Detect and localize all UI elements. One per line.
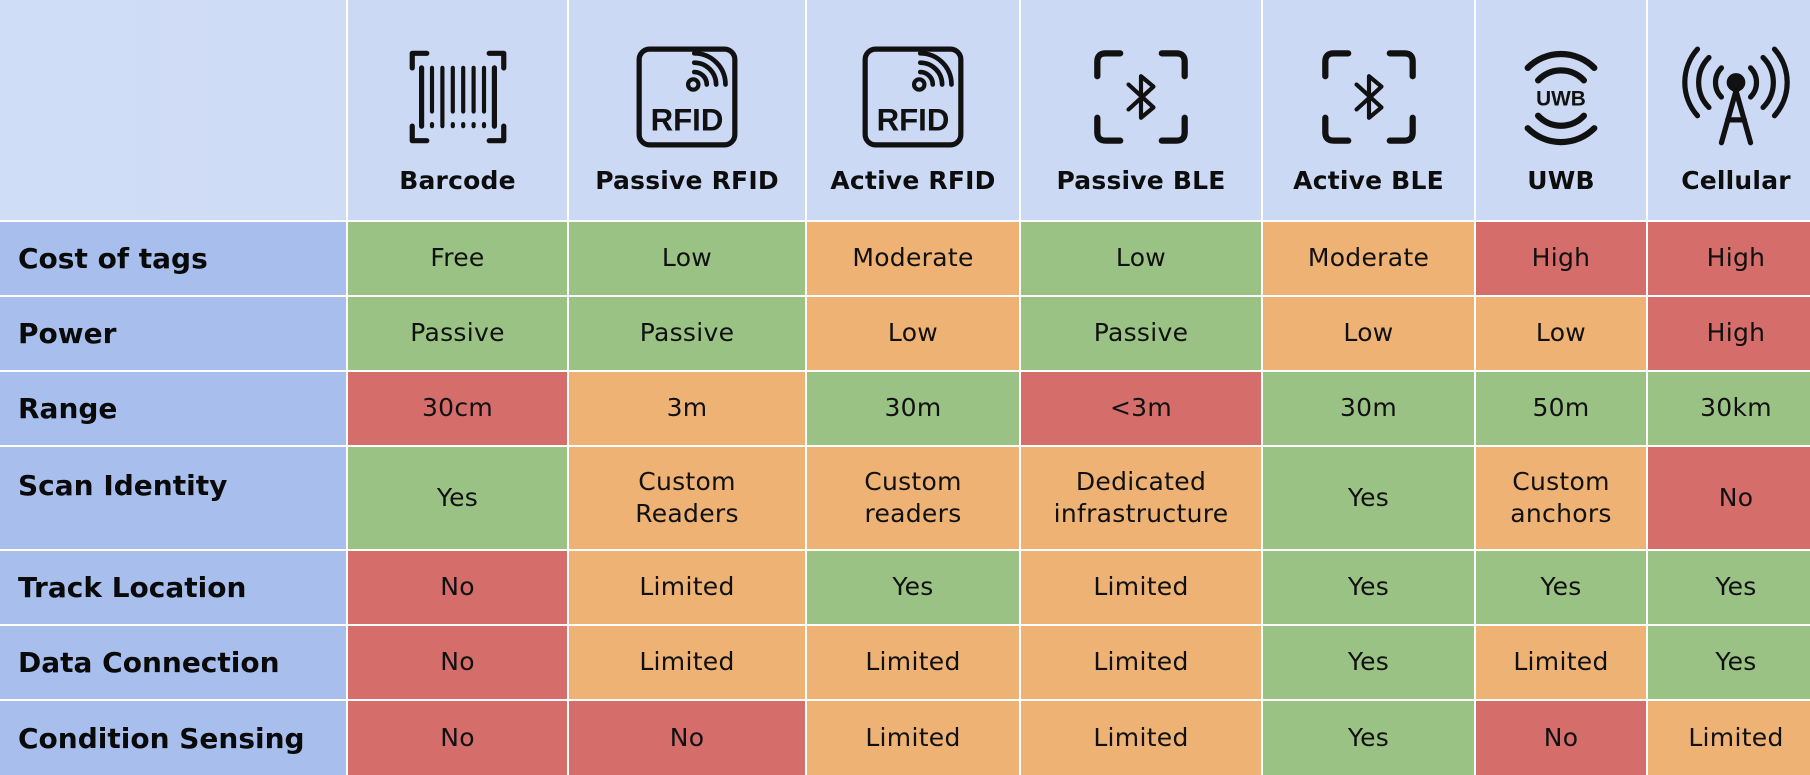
table-cell: Limited xyxy=(569,626,805,699)
table-cell: Limited xyxy=(1021,626,1261,699)
row-label: Scan Identity xyxy=(0,447,346,549)
table-cell: Yes xyxy=(807,551,1019,624)
uwb-icon: UWB xyxy=(1509,42,1613,152)
column-header-barcode: Barcode xyxy=(348,0,567,220)
table-cell: Limited xyxy=(1021,551,1261,624)
svg-text:UWB: UWB xyxy=(1536,87,1586,110)
table-cell: Low xyxy=(569,222,805,295)
column-label: Cellular xyxy=(1681,166,1791,195)
table-cell: No xyxy=(348,701,567,775)
table-cell: <3m xyxy=(1021,372,1261,445)
table-corner xyxy=(0,0,346,220)
column-header-uwb: UWB UWB xyxy=(1476,0,1646,220)
column-label: Active RFID xyxy=(830,166,996,195)
table-cell: Low xyxy=(1263,297,1474,370)
column-header-active-ble: Active BLE xyxy=(1263,0,1474,220)
table-cell: Limited xyxy=(1648,701,1810,775)
row-label: Range xyxy=(0,372,346,445)
table-cell: High xyxy=(1648,222,1810,295)
column-label: Active BLE xyxy=(1293,166,1444,195)
table-cell: Limited xyxy=(807,701,1019,775)
column-header-passive-rfid: RFID Passive RFID xyxy=(569,0,805,220)
column-label: Passive BLE xyxy=(1056,166,1226,195)
column-header-passive-ble: Passive BLE xyxy=(1021,0,1261,220)
table-cell: Yes xyxy=(1648,626,1810,699)
row-label: Power xyxy=(0,297,346,370)
table-cell: Passive xyxy=(569,297,805,370)
svg-text:RFID: RFID xyxy=(877,102,950,137)
table-cell: Moderate xyxy=(1263,222,1474,295)
column-label: UWB xyxy=(1527,166,1595,195)
table-cell: Low xyxy=(1476,297,1646,370)
table-cell: Custom Readers xyxy=(569,447,805,549)
table-cell: 3m xyxy=(569,372,805,445)
rfid-icon: RFID xyxy=(861,42,965,152)
table-cell: Low xyxy=(807,297,1019,370)
table-cell: Dedicated infrastructure xyxy=(1021,447,1261,549)
column-label: Barcode xyxy=(399,166,516,195)
table-cell: Free xyxy=(348,222,567,295)
bluetooth-icon xyxy=(1317,42,1421,152)
table-cell: High xyxy=(1476,222,1646,295)
column-header-active-rfid: RFID Active RFID xyxy=(807,0,1019,220)
table-cell: Passive xyxy=(1021,297,1261,370)
table-cell: 30m xyxy=(807,372,1019,445)
table-cell: Low xyxy=(1021,222,1261,295)
table-cell: Limited xyxy=(1476,626,1646,699)
table-cell: No xyxy=(569,701,805,775)
table-cell: 30cm xyxy=(348,372,567,445)
row-label: Cost of tags xyxy=(0,222,346,295)
row-label: Track Location xyxy=(0,551,346,624)
table-cell: High xyxy=(1648,297,1810,370)
table-cell: No xyxy=(1476,701,1646,775)
table-cell: Moderate xyxy=(807,222,1019,295)
barcode-icon xyxy=(406,42,510,152)
table-cell: 30m xyxy=(1263,372,1474,445)
table-cell: Limited xyxy=(1021,701,1261,775)
table-cell: Passive xyxy=(348,297,567,370)
table-cell: Limited xyxy=(807,626,1019,699)
table-cell: No xyxy=(348,626,567,699)
table-cell: Yes xyxy=(1263,701,1474,775)
table-cell: 50m xyxy=(1476,372,1646,445)
table-cell: Yes xyxy=(1263,626,1474,699)
table-cell: No xyxy=(1648,447,1810,549)
cell-tower-icon xyxy=(1682,42,1790,152)
table-cell: No xyxy=(348,551,567,624)
table-cell: 30km xyxy=(1648,372,1810,445)
row-label: Condition Sensing xyxy=(0,701,346,775)
svg-text:RFID: RFID xyxy=(651,102,724,137)
table-cell: Custom readers xyxy=(807,447,1019,549)
table-cell: Yes xyxy=(1263,447,1474,549)
rfid-icon: RFID xyxy=(635,42,739,152)
row-label: Data Connection xyxy=(0,626,346,699)
table-cell: Custom anchors xyxy=(1476,447,1646,549)
column-header-cellular: Cellular xyxy=(1648,0,1810,220)
table-cell: Yes xyxy=(1476,551,1646,624)
table-cell: Yes xyxy=(348,447,567,549)
table-cell: Limited xyxy=(569,551,805,624)
table-cell: Yes xyxy=(1263,551,1474,624)
column-label: Passive RFID xyxy=(595,166,779,195)
bluetooth-icon xyxy=(1089,42,1193,152)
table-cell: Yes xyxy=(1648,551,1810,624)
